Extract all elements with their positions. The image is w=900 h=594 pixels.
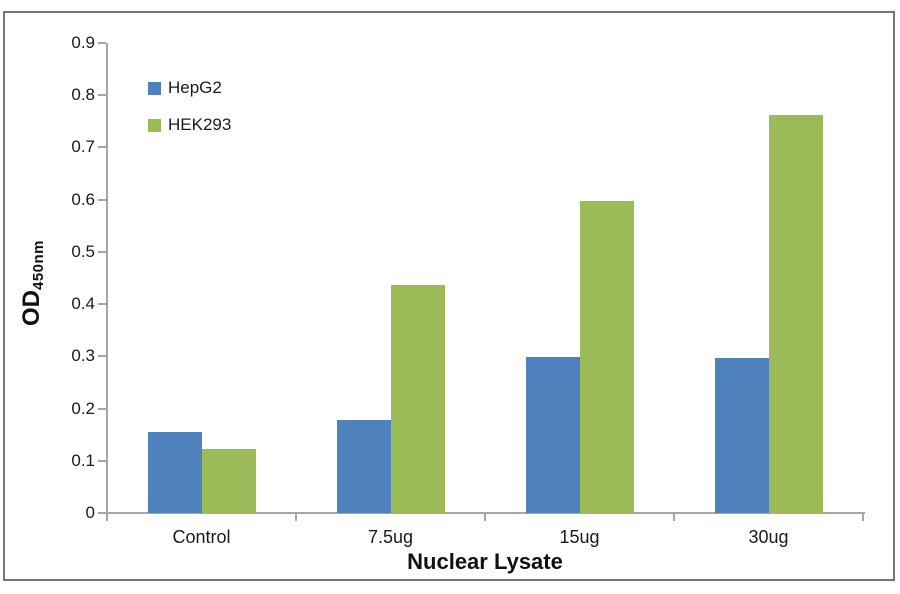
x-axis-tick: [484, 513, 486, 521]
plot-area: 0 0.1 0.2 0.3 0.4 0.5 0.6 0.7 0.8 0.9 Control 7.5ug…: [71, 33, 865, 547]
x-axis-category-label: 7.5ug: [367, 527, 414, 547]
x-axis-title: Nuclear Lysate: [407, 549, 563, 574]
legend-item-hek293: HEK293: [148, 115, 231, 135]
y-axis-tick: [98, 198, 106, 201]
y-axis-tick-label: 0.7: [71, 137, 95, 157]
bar-hek293-30ug: [768, 115, 823, 513]
x-axis-category-label: 30ug: [748, 527, 789, 547]
legend: HepG2 HEK293: [148, 78, 231, 152]
y-axis-tick: [98, 94, 106, 97]
y-axis-tick: [98, 355, 106, 358]
y-axis-tick: [98, 303, 106, 306]
y-axis-tick: [98, 42, 106, 45]
bar-hek293-control: [201, 449, 256, 513]
y-axis-tick: [98, 407, 106, 410]
y-axis-tick-label: 0.9: [71, 33, 95, 52]
y-axis-title: OD450nm: [7, 203, 57, 363]
x-axis-tick: [295, 513, 297, 521]
y-axis-tick-label: 0.3: [71, 346, 95, 366]
legend-swatch-hepg2: [148, 81, 161, 95]
legend-label: HEK293: [168, 115, 232, 134]
y-axis-tick-label: 0.1: [71, 450, 95, 470]
legend-item-hepg2: HepG2: [148, 78, 231, 98]
y-axis-tick: [98, 512, 106, 514]
x-axis-category-label: Control: [172, 527, 231, 547]
bar-hepg2-15ug: [525, 357, 580, 513]
x-axis-tick: [106, 513, 108, 521]
bar-hepg2-control: [147, 432, 202, 513]
bar-hepg2-7.5ug: [336, 420, 391, 513]
bar-hek293-15ug: [579, 201, 634, 513]
legend-swatch-hek293: [148, 118, 161, 132]
bar-hepg2-30ug: [714, 358, 769, 513]
x-axis-tick: [862, 513, 864, 521]
y-axis-tick-label: 0.8: [71, 85, 95, 105]
y-axis-tick-label: 0.4: [71, 294, 95, 314]
x-axis-category-label: 15ug: [559, 527, 600, 547]
y-axis-title-main: OD: [18, 290, 45, 327]
y-axis-line: [106, 43, 108, 520]
y-axis-tick-label: 0: [85, 503, 95, 522]
y-axis-tick: [98, 250, 106, 253]
y-axis-tick-label: 0.2: [71, 398, 95, 418]
y-axis-tick-label: 0.5: [71, 241, 95, 261]
x-axis-tick: [673, 513, 675, 521]
bar-hek293-7.5ug: [390, 285, 445, 513]
y-axis-tick: [98, 459, 106, 462]
y-axis-tick: [98, 146, 106, 149]
legend-label: HepG2: [168, 78, 222, 97]
y-axis-tick-label: 0.6: [71, 189, 95, 209]
